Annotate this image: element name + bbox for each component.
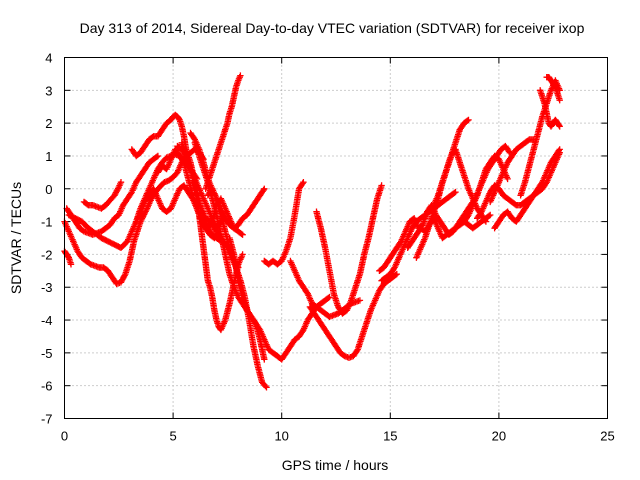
y-tick-label: 1: [45, 149, 52, 164]
data-point: [211, 234, 218, 242]
data-point: [261, 185, 268, 192]
data-point: [239, 231, 246, 238]
y-tick-label: -3: [41, 280, 53, 295]
grid: [64, 57, 608, 419]
y-tick-label: -4: [41, 313, 53, 328]
data-point: [300, 179, 307, 186]
y-axis-label: SDTVAR / TECUs: [8, 182, 24, 294]
data-point: [551, 82, 558, 90]
data-point: [393, 270, 400, 278]
chart-title: Day 313 of 2014, Sidereal Day-to-day VTE…: [80, 20, 585, 36]
x-tick-label: 25: [600, 429, 614, 444]
data-point: [117, 179, 125, 186]
data-point: [556, 97, 563, 104]
y-tick-label: 2: [45, 116, 52, 131]
x-axis-label: GPS time / hours: [282, 457, 389, 473]
x-tick-label: 0: [61, 429, 68, 444]
data-point: [326, 293, 333, 301]
data-point: [555, 122, 563, 129]
data-point: [121, 272, 128, 279]
data-point: [464, 117, 471, 124]
y-tick-label: -1: [41, 215, 53, 230]
y-tick-label: -7: [41, 412, 53, 427]
data-point: [153, 153, 160, 160]
data-point: [504, 175, 511, 183]
y-tick-label: -6: [41, 379, 53, 394]
x-tick-label: 5: [169, 429, 176, 444]
x-tick-label: 20: [492, 429, 506, 444]
data-point: [451, 189, 458, 197]
data-point: [556, 123, 563, 130]
y-tick-label: 3: [45, 83, 52, 98]
y-tick-label: 4: [45, 51, 52, 66]
data-point: [556, 146, 563, 153]
y-tick-label: 0: [45, 182, 52, 197]
data-point: [262, 382, 269, 390]
data-point: [485, 212, 493, 219]
data-point: [299, 180, 306, 187]
data-point: [505, 148, 513, 155]
data-point: [261, 356, 268, 363]
data-point: [465, 116, 472, 124]
y-axis: -7 -6 -5 -4 -3 -2 -1 0 1 2 3 4: [41, 51, 608, 427]
y-tick-label: -5: [41, 346, 53, 361]
data-point: [260, 186, 267, 194]
data-point: [353, 347, 361, 355]
data-point: [239, 251, 246, 258]
data-point: [210, 234, 217, 241]
data-point: [487, 211, 494, 219]
data-point: [114, 185, 122, 192]
plot-frame: [64, 57, 608, 419]
data-points: [61, 72, 563, 391]
data-point: [67, 261, 75, 268]
data-point: [238, 230, 245, 238]
data-point: [555, 147, 562, 154]
data-point: [112, 190, 119, 198]
x-axis: 0 5 10 15 20 25: [61, 57, 615, 444]
data-point: [154, 152, 162, 160]
x-tick-label: 15: [383, 429, 397, 444]
data-point: [392, 271, 399, 279]
data-point: [482, 218, 490, 225]
data-point: [378, 182, 385, 189]
data-point: [452, 188, 459, 196]
data-point: [481, 217, 489, 224]
data-point: [237, 72, 244, 79]
data-point: [263, 384, 270, 391]
data-point: [114, 186, 121, 194]
x-tick-label: 10: [274, 429, 288, 444]
data-point: [356, 297, 364, 304]
y-tick-label: -2: [41, 247, 53, 262]
data-point: [325, 294, 332, 302]
